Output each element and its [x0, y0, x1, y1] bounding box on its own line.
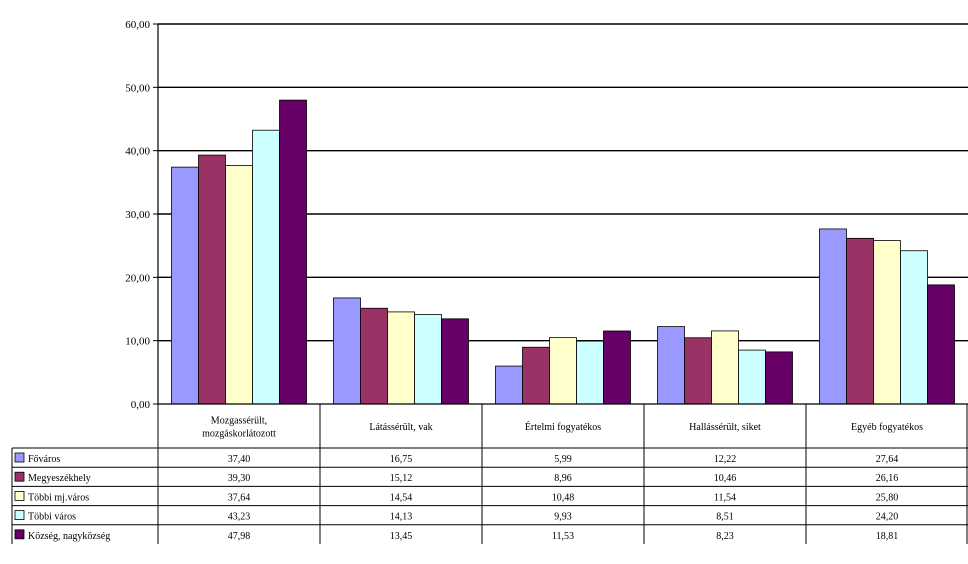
- bar: [522, 346, 550, 405]
- category-label: Értelmi fogyatékos: [525, 421, 601, 433]
- legend-swatch: [14, 510, 25, 521]
- data-label: 24,20: [876, 512, 899, 523]
- data-label: 39,30: [228, 473, 251, 484]
- data-label: 13,45: [390, 531, 413, 542]
- legend-label: Megyeszékhely: [28, 473, 91, 484]
- bar: [252, 129, 280, 405]
- legend-swatch: [14, 490, 25, 501]
- category-label: mozgáskorlátozott: [202, 429, 276, 440]
- category-label: Látássérült, vak: [369, 422, 432, 433]
- category-label: Hallássérült, siket: [689, 422, 761, 433]
- data-label: 8,23: [716, 531, 734, 542]
- bar: [765, 351, 793, 405]
- data-label: 47,98: [228, 531, 251, 542]
- bar: [576, 340, 604, 405]
- data-label: 9,93: [554, 512, 572, 523]
- legend-swatch: [14, 529, 25, 540]
- bar: [333, 297, 361, 405]
- y-tick-label: 60,00: [125, 19, 150, 31]
- bar: [225, 165, 253, 405]
- data-label: 10,46: [714, 473, 737, 484]
- data-label: 37,64: [228, 492, 251, 503]
- legend-swatch: [14, 471, 25, 482]
- data-label: 14,13: [390, 512, 413, 523]
- data-label: 27,64: [876, 454, 899, 465]
- bar: [711, 330, 739, 405]
- bar: [198, 154, 226, 405]
- data-label: 15,12: [390, 473, 413, 484]
- data-label: 8,51: [716, 512, 734, 523]
- data-label: 14,54: [390, 492, 413, 503]
- legend-label: Többi mj.város: [28, 492, 89, 503]
- bar: [414, 314, 442, 405]
- bar: [360, 307, 388, 405]
- data-label: 5,99: [554, 454, 572, 465]
- bar: [441, 318, 469, 405]
- y-tick-label: 50,00: [125, 82, 150, 94]
- bar: [900, 250, 928, 405]
- y-tick-label: 40,00: [125, 146, 150, 158]
- data-label: 43,23: [228, 512, 251, 523]
- data-label: 10,48: [552, 492, 575, 503]
- bar: [846, 237, 874, 405]
- bar: [657, 326, 685, 405]
- data-label: 18,81: [876, 531, 899, 542]
- legend-label: Többi város: [28, 512, 76, 523]
- bar: [819, 228, 847, 405]
- y-tick-label: 30,00: [125, 209, 150, 221]
- y-tick-label: 10,00: [125, 336, 150, 348]
- bar: [684, 337, 712, 405]
- data-label: 37,40: [228, 454, 251, 465]
- data-label: 26,16: [876, 473, 899, 484]
- bar: [873, 240, 901, 405]
- bar: [387, 311, 415, 405]
- bar: [495, 365, 523, 405]
- data-label: 11,54: [714, 492, 736, 503]
- bar: [738, 349, 766, 405]
- legend-label: Község, nagyközség: [28, 531, 110, 542]
- y-tick-label: 0,00: [131, 399, 151, 411]
- bar: [279, 99, 307, 405]
- bar: [603, 330, 631, 405]
- data-label: 8,96: [554, 473, 572, 484]
- data-label: 11,53: [552, 531, 574, 542]
- bar: [927, 284, 955, 405]
- bar: [549, 337, 577, 405]
- bar: [171, 166, 199, 405]
- category-label: Mozgassérült,: [211, 416, 267, 427]
- category-label: Egyéb fogyatékos: [851, 422, 923, 433]
- y-tick-label: 20,00: [125, 272, 150, 284]
- legend-label: Főváros: [28, 454, 60, 465]
- data-label: 25,80: [876, 492, 899, 503]
- data-label: 12,22: [714, 454, 737, 465]
- legend-swatch: [14, 452, 25, 463]
- data-label: 16,75: [390, 454, 413, 465]
